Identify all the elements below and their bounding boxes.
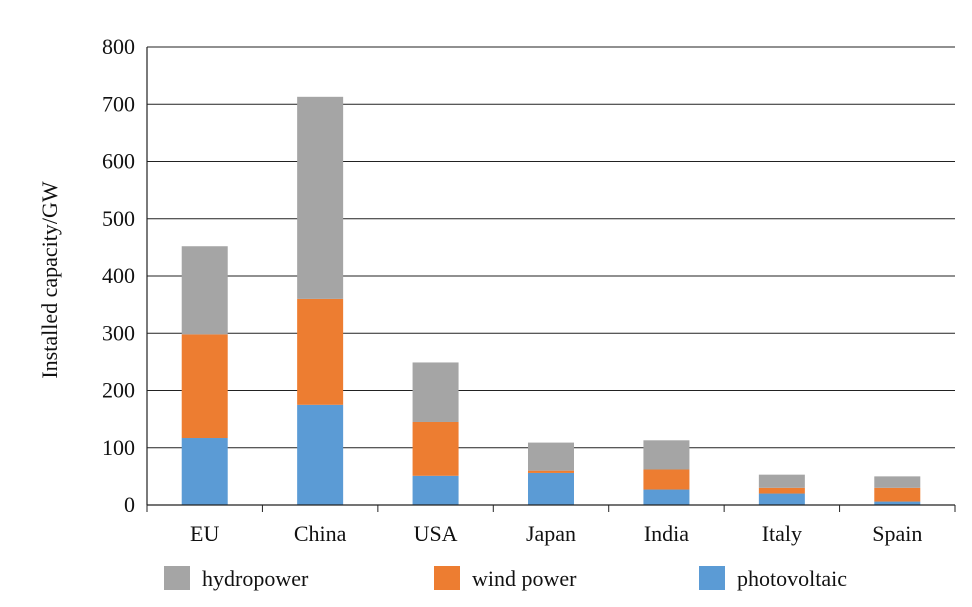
x-tick-label: India [644, 521, 689, 546]
legend-swatch [164, 566, 190, 590]
y-tick-label: 600 [102, 149, 135, 174]
bar-wind-power-italy [758, 487, 805, 494]
bar-hydropower-italy [758, 474, 805, 488]
bar-photovoltaic-eu [181, 438, 228, 505]
bar-hydropower-usa [412, 362, 459, 422]
bar-wind-power-japan [528, 470, 574, 473]
bar-hydropower-spain [874, 476, 921, 488]
bar-photovoltaic-japan [528, 472, 574, 505]
bar-hydropower-china [297, 96, 344, 299]
y-tick-label: 0 [124, 492, 135, 517]
bar-wind-power-india [643, 469, 690, 490]
legend: hydropower wind power photovoltaic [164, 566, 847, 591]
legend-label: photovoltaic [737, 566, 847, 591]
bar-hydropower-japan [528, 442, 574, 471]
bar-wind-power-china [297, 298, 344, 405]
x-tick-label: USA [414, 521, 458, 546]
axes: 0 100 200 300 400 500 600 700 800 EU China USA Japan… [102, 34, 956, 546]
bar-wind-power-usa [412, 421, 459, 476]
x-tick-label: EU [190, 521, 219, 546]
x-tick-label: Spain [872, 521, 922, 546]
y-tick-label: 200 [102, 378, 135, 403]
bars [181, 96, 921, 505]
bar-photovoltaic-spain [874, 501, 921, 505]
legend-item-wind-power: wind power [434, 566, 577, 591]
y-axis-title: Installed capacity/GW [37, 181, 62, 379]
y-tick-label: 700 [102, 91, 135, 116]
bar-photovoltaic-india [643, 489, 690, 505]
legend-swatch [699, 566, 725, 590]
bar-photovoltaic-china [297, 404, 344, 505]
bar-wind-power-spain [874, 487, 921, 502]
bar-hydropower-india [643, 440, 690, 470]
legend-label: hydropower [202, 566, 309, 591]
x-tick-label: Italy [762, 521, 802, 546]
x-tick-label: China [294, 521, 347, 546]
x-tick-label: Japan [526, 521, 576, 546]
legend-swatch [434, 566, 460, 590]
legend-item-hydropower: hydropower [164, 566, 309, 591]
y-tick-label: 400 [102, 263, 135, 288]
bar-wind-power-eu [181, 334, 228, 439]
y-tick-label: 800 [102, 34, 135, 59]
legend-item-photovoltaic: photovoltaic [699, 566, 847, 591]
legend-label: wind power [472, 566, 577, 591]
y-tick-label: 500 [102, 206, 135, 231]
bar-hydropower-eu [181, 246, 228, 335]
y-tick-label: 100 [102, 435, 135, 460]
bar-photovoltaic-usa [412, 475, 459, 505]
gridlines [147, 46, 955, 449]
bar-photovoltaic-italy [758, 493, 805, 505]
y-tick-label: 300 [102, 320, 135, 345]
